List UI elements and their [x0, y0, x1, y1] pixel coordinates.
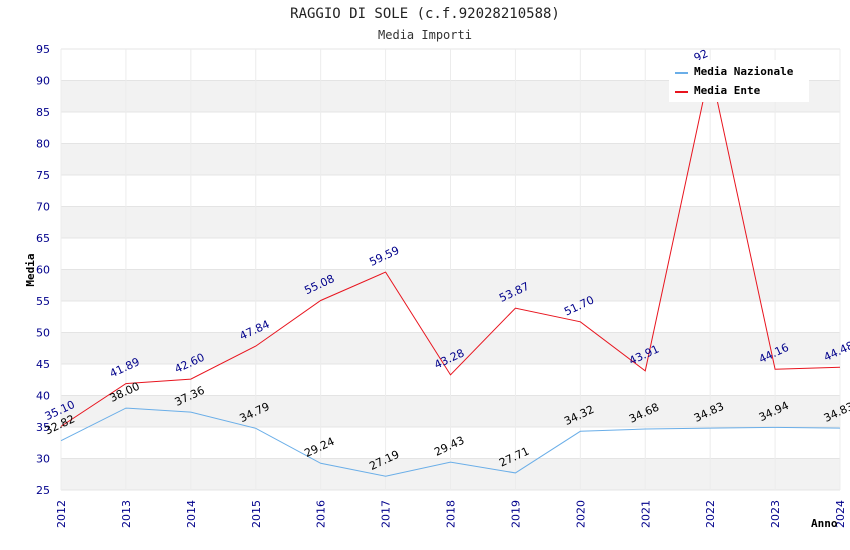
chart-subtitle: Media Importi: [378, 28, 472, 42]
y-tick-label: 30: [36, 453, 50, 466]
y-tick-label: 95: [36, 43, 50, 56]
x-tick-label: 2016: [315, 500, 328, 528]
legend-label-media-ente: Media Ente: [694, 84, 761, 97]
y-tick-label: 50: [36, 327, 50, 340]
legend: Media Nazionale Media Ente: [669, 60, 809, 102]
x-tick-label: 2013: [120, 500, 133, 528]
x-tick-label: 2021: [639, 500, 652, 528]
y-axis-ticks: 25 30 35 40 45 50 55 60 65 70 75 80 85 90 95: [36, 43, 50, 497]
x-tick-label: 2017: [380, 500, 393, 528]
x-tick-label: 2020: [574, 500, 587, 528]
x-tick-label: 2019: [509, 500, 522, 528]
x-tick-label: 2024: [834, 500, 847, 528]
y-tick-label: 65: [36, 232, 50, 245]
y-tick-label: 85: [36, 106, 50, 119]
chart-title: RAGGIO DI SOLE (c.f.92028210588): [290, 6, 560, 22]
y-tick-label: 25: [36, 484, 50, 497]
y-tick-label: 40: [36, 390, 50, 403]
y-tick-label: 45: [36, 358, 50, 371]
y-tick-label: 35: [36, 421, 50, 434]
series-line-media-nazionale: [60, 407, 841, 477]
y-tick-label: 75: [36, 169, 50, 182]
x-tick-label: 2022: [704, 500, 717, 528]
y-tick-label: 55: [36, 295, 50, 308]
y-tick-label: 90: [36, 75, 50, 88]
x-tick-label: 2015: [250, 500, 263, 528]
legend-label-media-nazionale: Media Nazionale: [694, 65, 794, 78]
y-axis-title: Media: [24, 253, 37, 286]
grid-bands: [60, 48, 841, 491]
x-axis-title: Anno: [811, 517, 838, 530]
x-tick-label: 2012: [55, 500, 68, 528]
x-tick-label: 2018: [445, 500, 458, 528]
y-tick-label: 80: [36, 138, 50, 151]
x-axis-ticks: 2012 2013 2014 2015 2016 2017 2018 2019 2020 2021…: [55, 500, 847, 528]
y-tick-label: 60: [36, 264, 50, 277]
legend-box: [669, 60, 809, 102]
y-tick-label: 70: [36, 201, 50, 214]
x-tick-label: 2023: [769, 500, 782, 528]
x-tick-label: 2014: [185, 500, 198, 528]
